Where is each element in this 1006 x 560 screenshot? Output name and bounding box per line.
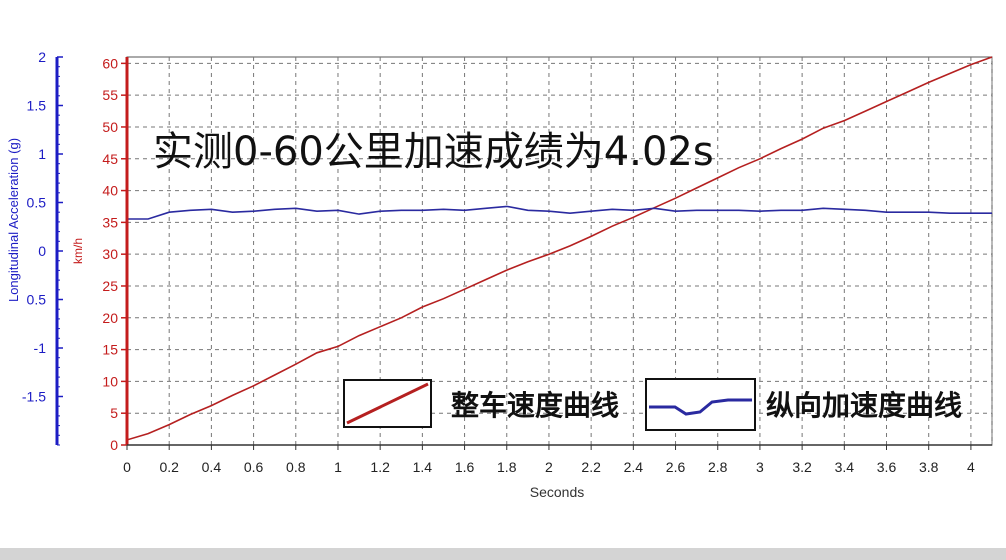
plot-frame [126, 56, 993, 446]
accel-series-line [127, 205, 992, 220]
speed-tick-label: 45 [102, 151, 118, 167]
legend-swatch-accel-line [649, 398, 752, 416]
legend-swatch-accel [645, 378, 756, 431]
speed-tick-label: 50 [102, 119, 118, 135]
accel-axis-ticks: 2 1.5 1 0.5 0 0.5 -1 -1.5 [22, 49, 63, 446]
x-tick-label: 3.6 [877, 459, 897, 475]
x-axis-ticks: 0 0.2 0.4 0.6 0.8 1 1.2 1.4 1.6 1.8 2 2.2 2.4 2.6 2.8 3… [123, 445, 975, 475]
speed-tick-label: 60 [102, 55, 118, 71]
x-tick-label: 0 [123, 459, 131, 475]
x-tick-label: 0.6 [244, 459, 264, 475]
speed-axis-label: km/h [71, 238, 85, 264]
accel-tick-label: -1 [34, 340, 47, 356]
x-tick-label: 2.6 [666, 459, 686, 475]
x-tick-label: 2.2 [581, 459, 601, 475]
chart-title: 实测0-60公里加速成绩为4.02s [153, 129, 714, 175]
speed-axis-ticks: 0 5 10 15 20 25 30 35 40 45 50 55 60 [102, 55, 127, 453]
speed-tick-label: 15 [102, 342, 118, 358]
legend-swatch-speed-line [346, 382, 429, 425]
grid-lines [127, 57, 993, 445]
legend-label-speed: 整车速度曲线 [451, 389, 619, 422]
speed-tick-label: 0 [110, 437, 118, 453]
x-tick-label: 3.4 [835, 459, 855, 475]
speed-tick-label: 20 [102, 310, 118, 326]
x-tick-label: 1.6 [455, 459, 475, 475]
x-tick-label: 0.2 [159, 459, 179, 475]
series-lines [126, 56, 993, 441]
speed-tick-label: 5 [110, 405, 118, 421]
speed-tick-label: 40 [102, 183, 118, 199]
x-tick-label: 2.4 [624, 459, 644, 475]
speed-tick-label: 35 [102, 214, 118, 230]
accel-axis-label: Longitudinal Acceleration (g) [6, 138, 21, 302]
x-tick-label: 1.2 [370, 459, 390, 475]
legend: 整车速度曲线 纵向加速度曲线 [343, 378, 962, 431]
x-tick-label: 0.8 [286, 459, 306, 475]
speed-tick-label: 10 [102, 373, 118, 389]
speed-tick-label: 55 [102, 87, 118, 103]
accel-tick-label: 0 [38, 243, 46, 259]
x-tick-label: 4 [967, 459, 975, 475]
x-tick-label: 1.4 [413, 459, 433, 475]
x-axis-label: Seconds [530, 484, 584, 500]
accel-tick-label: -1.5 [22, 389, 46, 405]
x-tick-label: 2 [545, 459, 553, 475]
accel-tick-label: 0.5 [27, 195, 47, 211]
speed-series-line [126, 56, 993, 441]
accel-tick-label: 1.5 [27, 98, 47, 114]
x-tick-label: 1.8 [497, 459, 517, 475]
accel-tick-label: 1 [38, 146, 46, 162]
speed-tick-label: 30 [102, 246, 118, 262]
accel-tick-label: 0.5 [27, 292, 47, 308]
accel-tick-label: 2 [38, 49, 46, 65]
legend-label-accel: 纵向加速度曲线 [766, 389, 962, 422]
x-tick-label: 3.2 [792, 459, 812, 475]
x-tick-label: 3 [756, 459, 764, 475]
x-tick-label: 0.4 [202, 459, 222, 475]
speed-tick-label: 25 [102, 278, 118, 294]
x-tick-label: 2.8 [708, 459, 728, 475]
x-tick-label: 3.8 [919, 459, 939, 475]
bottom-strip [0, 548, 1006, 560]
x-tick-label: 1 [334, 459, 342, 475]
